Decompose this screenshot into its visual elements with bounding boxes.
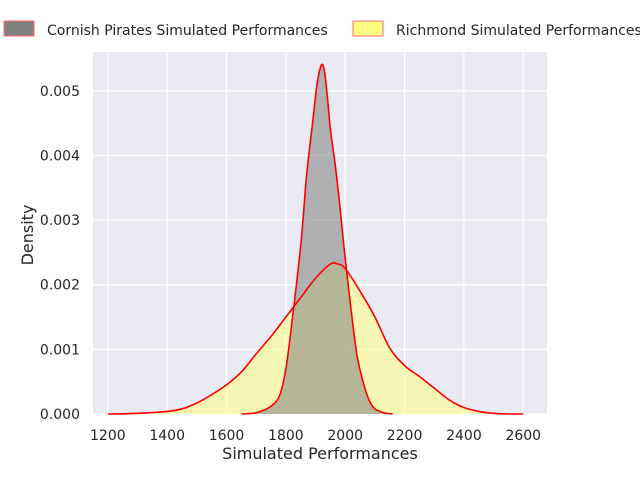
y-tick-label: 0.003 — [40, 213, 80, 229]
x-tick-label: 2000 — [327, 428, 363, 444]
x-tick-label: 1200 — [90, 428, 126, 444]
legend: Cornish Pirates Simulated Performances R… — [3, 20, 640, 39]
x-tick-label: 1400 — [149, 428, 185, 444]
x-tick-label: 1800 — [268, 428, 304, 444]
x-tick-label: 2200 — [387, 428, 423, 444]
x-tick-label: 2600 — [505, 428, 541, 444]
y-tick-label: 0.001 — [40, 342, 80, 358]
y-tick-label: 0.005 — [40, 84, 80, 100]
legend-label-cornish: Cornish Pirates Simulated Performances — [47, 23, 328, 39]
y-tick-label: 0.004 — [40, 148, 80, 164]
y-axis-label: Density — [18, 205, 37, 266]
x-tick-label: 1600 — [209, 428, 245, 444]
x-tick-label: 2400 — [446, 428, 482, 444]
y-tick-labels: 0.000 0.001 0.002 0.003 0.004 0.005 — [40, 84, 80, 423]
density-fill-cornish — [241, 64, 393, 414]
x-axis-label: Simulated Performances — [222, 444, 418, 463]
y-tick-label: 0.002 — [40, 278, 80, 294]
density-line-cornish — [241, 63, 393, 415]
density-line-richmond — [107, 261, 524, 415]
density-areas — [107, 63, 524, 415]
legend-swatch-cornish — [3, 20, 35, 37]
legend-label-richmond: Richmond Simulated Performances — [396, 23, 640, 39]
y-tick-label: 0.000 — [40, 407, 80, 423]
legend-swatch-richmond — [352, 20, 384, 37]
x-tick-labels: 1200 1400 1600 1800 2000 2200 2400 2600 — [90, 428, 541, 444]
